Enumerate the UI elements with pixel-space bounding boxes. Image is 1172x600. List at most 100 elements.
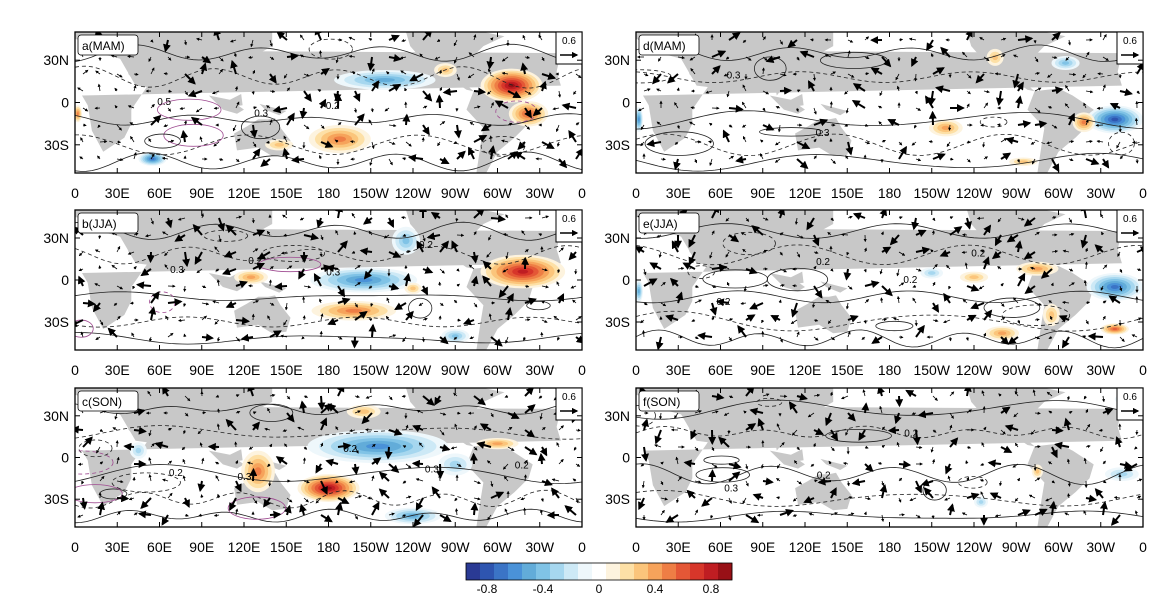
wind-vector: [1064, 512, 1070, 516]
wind-vector: [473, 134, 488, 143]
wind-vector: [199, 442, 203, 448]
wind-vector: [659, 412, 663, 420]
wind-vector: [847, 50, 851, 58]
colorbar-label: 0.8: [703, 582, 720, 596]
wind-vector: [422, 317, 428, 321]
wind-vector: [303, 394, 309, 398]
panels-layer: 0.5 0.3 0.2 a(MAM) 0.6 30N 0 30S 0 30E 60E 90E 120E 1…: [43, 31, 1147, 555]
wind-vector: [490, 412, 494, 418]
contour-label: 0.2: [169, 468, 183, 479]
wind-vector: [932, 263, 938, 270]
lon-tick-label: 0: [71, 185, 79, 201]
wind-vector: [1068, 268, 1074, 272]
wind-vector: [932, 395, 938, 401]
wind-vector: [490, 37, 494, 41]
contour-line: [636, 329, 1143, 349]
wind-vector: [830, 158, 836, 165]
wind-vector: [660, 509, 665, 516]
wind-vector: [77, 514, 84, 518]
wind-vector: [1085, 301, 1091, 305]
wind-vector: [705, 90, 713, 94]
wind-vector: [711, 50, 727, 58]
lon-tick-label: 30E: [666, 539, 691, 555]
anomaly-blob: [978, 500, 984, 504]
lon-tick-label: 150W: [913, 539, 950, 555]
lon-tick-label: 180: [878, 185, 902, 201]
wind-vector: [979, 479, 985, 483]
wind-vector: [114, 104, 118, 109]
anomaly-blob: [451, 334, 459, 338]
wind-vector: [861, 402, 870, 414]
wind-vector: [468, 264, 475, 270]
contour-line: [75, 464, 582, 485]
colorbar-label: 0.4: [647, 582, 664, 596]
anomaly-blob: [333, 136, 346, 142]
lon-tick-label: 30E: [105, 362, 130, 378]
lon-tick-label: 180: [317, 185, 341, 201]
wind-vector: [847, 330, 851, 338]
wind-vector: [190, 116, 203, 126]
wind-vector: [711, 284, 717, 288]
colorbar-swatch: [620, 563, 635, 580]
wind-vector: [453, 56, 458, 64]
wind-vector: [266, 230, 271, 236]
wind-vector: [235, 316, 250, 325]
wind-vector: [796, 331, 800, 338]
wind-vector: [541, 300, 545, 304]
wind-vector: [686, 489, 696, 499]
wind-vector: [898, 141, 903, 146]
wind-vector: [148, 306, 157, 321]
contour-label: 0.2: [817, 470, 831, 481]
wind-vector: [1031, 158, 1036, 165]
wind-vector: [232, 124, 237, 132]
wind-vector: [914, 73, 918, 82]
wind-vector: [879, 268, 883, 275]
land-polygon: [1027, 88, 1094, 173]
contour-loop: [1108, 131, 1135, 156]
wind-vector: [214, 319, 220, 325]
wind-vector: [843, 268, 852, 281]
wind-vector: [479, 423, 492, 431]
wind-vector: [541, 319, 548, 323]
wind-vector: [1000, 54, 1006, 58]
wind-vector: [388, 34, 400, 43]
wind-vector: [167, 56, 172, 61]
wind-vector: [524, 249, 529, 253]
wind-vector: [150, 67, 155, 75]
wind-vector: [796, 89, 801, 93]
wind-vector: [454, 423, 458, 431]
wind-vector: [928, 140, 934, 144]
anomaly-blob: [1018, 160, 1028, 164]
colorbar-swatch: [648, 563, 663, 580]
land-polygon: [434, 252, 474, 269]
wind-vector: [861, 336, 866, 340]
wind-vector: [286, 52, 299, 61]
wind-vector: [796, 56, 800, 61]
wind-vector: [470, 502, 479, 516]
wind-vector: [181, 268, 186, 274]
contour-label: 0.3: [238, 472, 252, 483]
panel-label-box: [77, 34, 139, 56]
wind-vector: [401, 513, 407, 517]
wind-vector: [116, 315, 121, 321]
wind-vector: [82, 299, 96, 308]
wind-vector: [994, 514, 1002, 518]
wind-vector: [847, 285, 853, 290]
wind-vector: [520, 497, 526, 501]
lon-tick-label: 90E: [750, 185, 775, 201]
wind-vector: [675, 497, 680, 504]
wind-vectors: [638, 388, 1143, 526]
wind-vector: [674, 412, 679, 419]
wind-vector: [354, 113, 365, 126]
lon-tick-label: 120E: [789, 362, 822, 378]
wind-vector: [775, 105, 781, 109]
wind-vector: [1000, 336, 1010, 345]
wind-vector: [778, 299, 782, 304]
wind-vector: [898, 460, 912, 469]
wind-vector: [163, 124, 169, 128]
wind-vector: [225, 300, 237, 309]
contour-loop: [78, 439, 113, 458]
wind-vector: [473, 87, 487, 96]
wind-vector: [131, 332, 135, 338]
wind-vector: [97, 124, 101, 128]
